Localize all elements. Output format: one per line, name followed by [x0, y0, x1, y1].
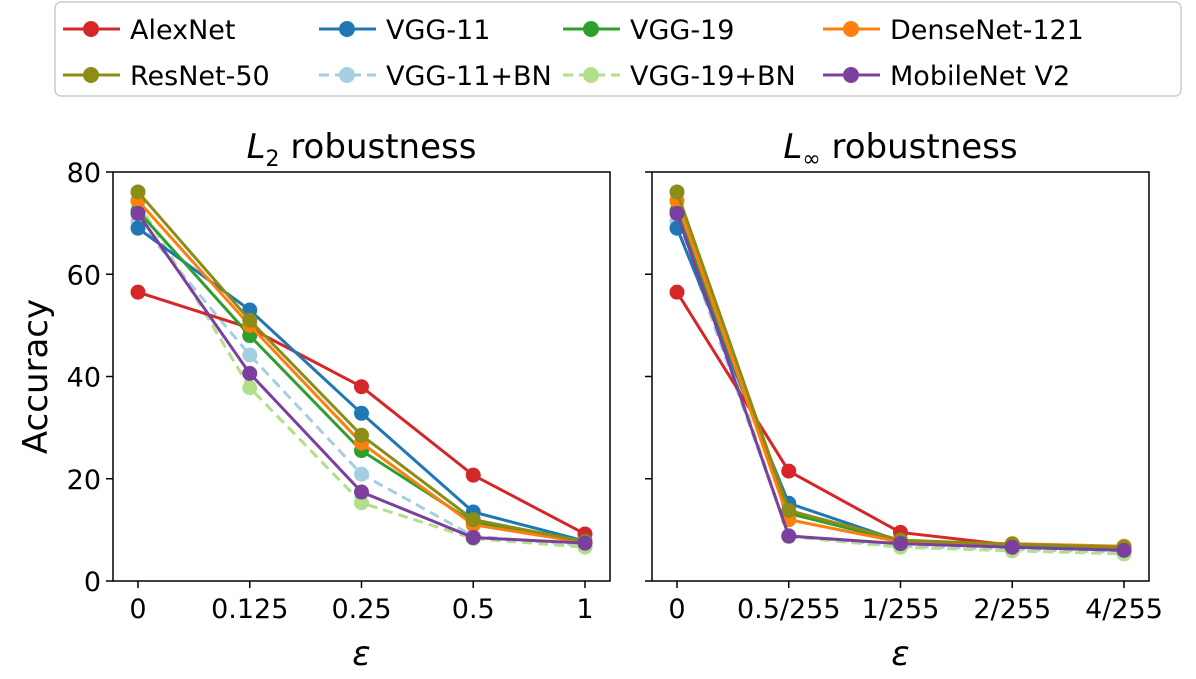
- legend-label-alexnet: AlexNet: [130, 15, 235, 46]
- legend-label-vgg-19: VGG-19: [630, 15, 734, 46]
- legend-entry-mobilenet-v2: MobileNet V2: [823, 61, 1070, 92]
- series-line-densenet-121: [675, 200, 1125, 548]
- x-tick-label: 4/255: [1085, 594, 1163, 625]
- plot-frame: [651, 171, 1150, 582]
- legend-label-vgg-11-bn: VGG-11+BN: [386, 61, 552, 92]
- legend-label-vgg-19-bn: VGG-19+BN: [630, 61, 796, 92]
- x-tick-label: 1/255: [862, 594, 940, 625]
- title-base: L: [247, 127, 266, 167]
- series-line-resnet-50: [675, 191, 1125, 549]
- legend-entry-vgg-19: VGG-19: [563, 15, 734, 46]
- point-resnet-50-0-25: [354, 427, 369, 443]
- y-axis-label: Accuracy: [16, 299, 56, 454]
- series-line-vgg-19-bn: [675, 201, 1125, 556]
- y-tick-label: 40: [67, 363, 101, 394]
- legend-entry-resnet-50: ResNet-50: [63, 61, 270, 92]
- legend-entry-vgg-19-bn: VGG-19+BN: [563, 61, 796, 92]
- panel-l2-robustness: 0 20 40 60 80 0 0.125 0.25 0.5 1 ε Accuracy L2 robus…: [16, 127, 611, 674]
- legend-marker-mobilenet-v2: [843, 67, 859, 83]
- legend-entry-vgg-11-bn: VGG-11+BN: [319, 61, 552, 92]
- legend: AlexNet VGG-11 VGG-19 DenseNet-121 ResNet-50…: [54, 1, 1182, 97]
- series-mobilenet-v2: [130, 205, 593, 551]
- y-tick-label: 80: [67, 158, 101, 189]
- point-vgg-11-bn-0-25: [354, 466, 369, 482]
- point-resnet-50-0-5: [465, 512, 481, 528]
- legend-frame: [54, 1, 1182, 97]
- legend-entry-alexnet: AlexNet: [63, 15, 235, 46]
- x-tick-label: 1: [576, 594, 593, 625]
- legend-marker-resnet-50: [83, 67, 99, 83]
- x-tick-label: 0.5: [452, 594, 495, 625]
- legend-marker-vgg-19-bn: [583, 67, 599, 83]
- title-subscript: 2: [266, 147, 280, 172]
- legend-marker-vgg-11: [339, 21, 355, 37]
- point-resnet-50-0: [669, 184, 685, 200]
- title-rest: robustness: [821, 127, 1018, 167]
- legend-marker-densenet-121: [843, 21, 859, 37]
- series-alexnet: [669, 284, 1132, 557]
- x-tick-label: 0: [668, 594, 685, 625]
- series-line-alexnet: [675, 291, 1125, 551]
- legend-marker-vgg-11-bn: [339, 67, 355, 83]
- title-base: L: [783, 127, 802, 167]
- point-mobilenet-v2-0-5-255: [781, 528, 797, 544]
- legend-marker-alexnet: [83, 21, 99, 37]
- point-vgg-19-bn-0-25: [354, 495, 369, 511]
- point-vgg-11-0-25: [354, 405, 369, 421]
- legend-marker-vgg-19: [583, 21, 599, 37]
- x-tick-label: 0.125: [211, 594, 288, 625]
- point-alexnet-0: [130, 284, 146, 300]
- point-mobilenet-v2-0-25: [354, 484, 369, 500]
- point-alexnet-0: [669, 284, 685, 300]
- legend-entry-densenet-121: DenseNet-121: [823, 15, 1084, 46]
- point-alexnet-0-25: [354, 379, 369, 395]
- point-mobilenet-v2-4-255: [1116, 542, 1132, 558]
- x-tick-label: 0: [129, 594, 146, 625]
- legend-label-resnet-50: ResNet-50: [130, 61, 270, 92]
- x-axis-label: ε: [891, 634, 909, 674]
- y-tick-label: 60: [67, 260, 101, 291]
- legend-label-densenet-121: DenseNet-121: [890, 15, 1084, 46]
- point-alexnet-0-5: [465, 467, 481, 483]
- point-mobilenet-v2-0-125: [242, 365, 258, 381]
- point-mobilenet-v2-2-255: [1004, 539, 1020, 555]
- point-mobilenet-v2-0: [669, 205, 685, 221]
- point-vgg-19-bn-0-125: [242, 380, 258, 396]
- series-mobilenet-v2: [669, 205, 1132, 558]
- series-resnet-50: [669, 184, 1132, 555]
- point-mobilenet-v2-1-255: [893, 536, 908, 552]
- legend-entry-vgg-11: VGG-11: [319, 15, 490, 46]
- point-resnet-50-0-5-255: [781, 502, 797, 518]
- point-vgg-11-0: [130, 220, 146, 236]
- x-tick-label: 0.5/255: [737, 594, 841, 625]
- point-vgg-11-bn-0-125: [242, 347, 258, 363]
- title-subscript: ∞: [802, 147, 820, 172]
- chart-title: L2 robustness: [247, 127, 477, 172]
- x-tick-label: 0.25: [331, 594, 391, 625]
- x-tick-label: 2/255: [973, 594, 1051, 625]
- x-axis-label: ε: [352, 634, 370, 674]
- plot-frame: [112, 171, 611, 582]
- point-mobilenet-v2-1: [577, 535, 593, 551]
- point-alexnet-0-5-255: [781, 463, 797, 479]
- legend-label-mobilenet-v2: MobileNet V2: [890, 61, 1070, 92]
- chart-title: L∞ robustness: [783, 127, 1017, 172]
- title-rest: robustness: [280, 127, 477, 167]
- series-line-vgg-11-bn: [675, 220, 1125, 554]
- point-mobilenet-v2-0: [130, 205, 146, 221]
- point-resnet-50-0: [130, 184, 146, 200]
- legend-label-vgg-11: VGG-11: [386, 15, 490, 46]
- y-tick-label: 20: [67, 465, 101, 496]
- point-mobilenet-v2-0-5: [465, 530, 481, 546]
- series-densenet-121: [669, 193, 1132, 554]
- point-resnet-50-0-125: [242, 312, 258, 328]
- panel-linf-robustness: 0 0.5/255 1/255 2/255 4/255 ε L∞ robustness: [645, 127, 1163, 674]
- y-tick-label: 0: [84, 567, 101, 598]
